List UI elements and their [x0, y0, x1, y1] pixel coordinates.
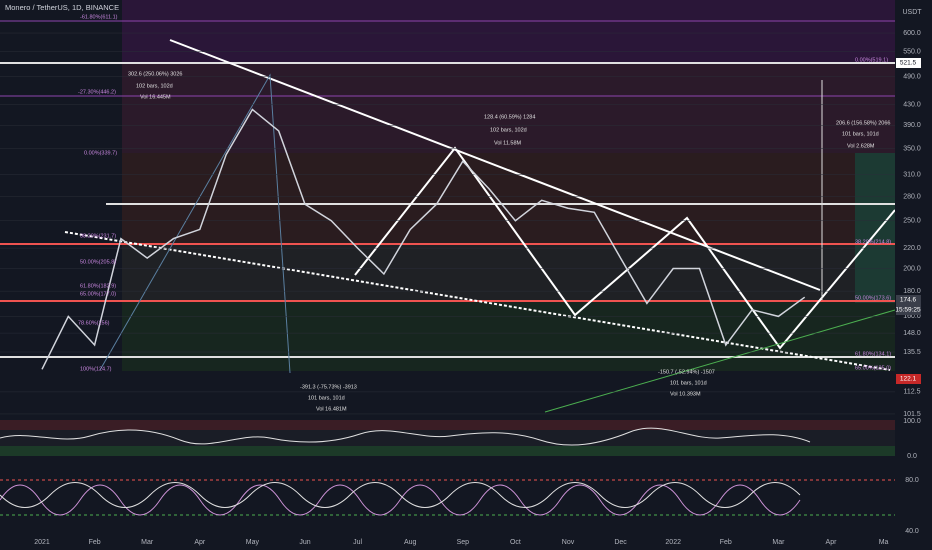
price-tag-bg — [896, 295, 921, 305]
price-line — [41, 108, 806, 370]
fib-label: 78.60%(156) — [78, 320, 110, 326]
x-tick-label: Dec — [614, 539, 627, 546]
fib-label: 50.00%(205.8) — [80, 259, 116, 265]
y-tick-label: 600.0 — [903, 30, 921, 37]
fib-label: 38.20%(231.7) — [80, 233, 116, 239]
measure-label: 101 bars, 101d — [670, 380, 707, 386]
measure-label: Vol 16.445M — [140, 94, 171, 100]
y-tick-label: 280.0 — [903, 193, 921, 200]
price-tag: 122.1 — [900, 376, 917, 383]
y-tick-label: 250.0 — [903, 218, 921, 225]
measure-label: -150.7 (-52.94%) -1507 — [658, 369, 715, 375]
y-tick-label: 160.0 — [903, 313, 921, 320]
indicator-tick-label: 0.0 — [907, 453, 917, 460]
y-tick-label: 310.0 — [903, 171, 921, 178]
measure-label: 206.6 (156.58%) 2066 — [836, 120, 890, 126]
fib-label: -27.30%(446.2) — [78, 89, 116, 95]
fib-label: 61.80%(134.1) — [855, 351, 891, 357]
x-tick-label: Feb — [89, 539, 101, 546]
price-tag-bg — [896, 58, 921, 68]
measure-label: 101 bars, 101d — [842, 131, 879, 137]
measure-box — [855, 153, 895, 303]
price-tag: 174.6 — [900, 297, 917, 304]
x-tick-label: 2022 — [665, 539, 681, 546]
x-tick-label: Apr — [826, 539, 838, 546]
measure-line — [99, 73, 291, 374]
x-tick-label: 2021 — [34, 539, 50, 546]
stoch-panel — [0, 462, 895, 550]
y-tick-label: 550.0 — [903, 49, 921, 56]
measure-label: 128.4 (60.59%) 1284 — [484, 114, 535, 120]
x-tick-label: Oct — [510, 539, 521, 546]
y-tick-label: 390.0 — [903, 122, 921, 129]
x-tick-label: Feb — [720, 539, 732, 546]
measure-label: 102 bars, 102d — [136, 83, 173, 89]
price-tag: 15:59:25 — [895, 307, 921, 314]
trendline — [544, 309, 896, 413]
measure-label: 302.6 (250.06%) 3026 — [128, 71, 182, 77]
y-tick-label: 220.0 — [903, 245, 921, 252]
rsi-zone — [0, 420, 895, 430]
unit: USDT — [902, 9, 922, 16]
indicator-tick-label: 100.0 — [903, 418, 921, 425]
x-tick-label: Nov — [562, 539, 575, 546]
x-tick-label: Sep — [457, 539, 470, 546]
y-tick-label: 180.0 — [903, 288, 921, 295]
measure-label: 101 bars, 101d — [308, 395, 345, 401]
fib-label: 38.20%(214.8) — [855, 239, 891, 245]
fib-label: 61.80%(182.9) — [80, 283, 116, 289]
fib-label: 0.00%(339.7) — [84, 150, 117, 156]
fib-zone — [122, 0, 895, 63]
x-tick-label: Mar — [772, 539, 785, 546]
chart-title: Monero / TetherUS, 1D, BINANCE — [5, 3, 119, 12]
fib-label: 0.00%(519.1) — [855, 57, 888, 63]
x-tick-label: Ma — [879, 539, 889, 546]
fib-label: -61.80%(611.1) — [80, 14, 118, 20]
measure-label: -391.3 (-75.73%) -3913 — [300, 384, 357, 390]
y-tick-label: 112.5 — [904, 389, 921, 396]
fib-zone — [122, 243, 895, 301]
indicator-tick-label: 40.0 — [905, 528, 919, 535]
x-tick-label: Apr — [194, 539, 206, 546]
fib-label: 65.00%(177.0) — [80, 291, 116, 297]
price-tag-bg — [896, 305, 921, 315]
y-tick-label: 101.5 — [903, 411, 921, 418]
y-tick-label: 350.0 — [903, 145, 921, 152]
x-tick-label: May — [246, 539, 260, 546]
price-axis — [895, 0, 932, 550]
x-tick-label: Mar — [141, 539, 154, 546]
x-tick-label: Jun — [299, 539, 310, 546]
stoch-k — [0, 484, 801, 516]
measure-label: 102 bars, 102d — [490, 127, 527, 133]
trendline — [64, 231, 891, 371]
y-tick-label: 148.0 — [903, 330, 921, 337]
y-tick-label: 200.0 — [903, 265, 921, 272]
stoch-d — [0, 482, 801, 508]
x-tick-label: Jul — [353, 539, 362, 546]
y-tick-label: 135.5 — [903, 349, 921, 356]
measure-label: Vol 10.393M — [670, 391, 701, 397]
rsi-line — [0, 427, 811, 446]
pattern — [354, 146, 896, 350]
rsi-zone — [0, 446, 895, 456]
fib-zone — [122, 301, 895, 371]
fib-zone — [122, 153, 895, 243]
measure-label: Vol 11.58M — [494, 140, 522, 146]
y-tick-label: 430.0 — [903, 101, 921, 108]
price-tag: 521.5 — [900, 60, 917, 67]
fib-label: 65.00%(125.0) — [855, 365, 891, 371]
indicator-tick-label: 80.0 — [905, 477, 919, 484]
fib-label: 50.00%(173.6) — [855, 295, 891, 301]
measure-label: Vol 2.628M — [847, 143, 875, 149]
fib-label: 100%(124.7) — [80, 366, 112, 372]
y-tick-label: 490.0 — [903, 73, 921, 80]
measure-label: Vol 16.481M — [316, 406, 347, 412]
x-tick-label: Aug — [404, 539, 417, 546]
price-tag-bg — [896, 374, 921, 384]
